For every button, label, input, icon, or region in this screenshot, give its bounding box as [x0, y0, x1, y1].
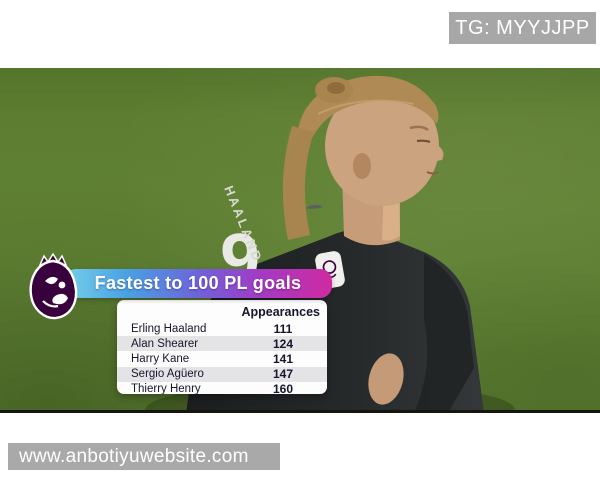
player-eye [416, 139, 431, 144]
player-mouth [426, 171, 439, 175]
overlay-title-banner: Fastest to 100 PL goals [64, 269, 332, 298]
table-row: Sergio Agüero 147 [117, 366, 327, 382]
player-name: Harry Kane [131, 352, 190, 365]
table-row: Thierry Henry 160 [117, 382, 327, 394]
table-row: Alan Shearer 124 [117, 336, 327, 352]
player-name: Alan Shearer [131, 337, 199, 350]
player-name: Erling Haaland [131, 322, 207, 335]
hair-bun-knot [327, 82, 345, 94]
appearances-value: 141 [272, 351, 294, 366]
table-header-appearances: Appearances [241, 305, 320, 319]
player-hand [368, 353, 404, 405]
player-head [325, 86, 439, 206]
player-nose [430, 144, 444, 162]
player-name: Sergio Agüero [131, 368, 204, 381]
table-row: Harry Kane 141 [117, 351, 327, 366]
watermark-badge: TG: MYYJJPP [449, 12, 596, 44]
website-bar: www.anbotiyuwebsite.com [8, 443, 280, 470]
stats-table: Appearances Erling Haaland 111 Alan Shea… [117, 300, 327, 394]
player-hair-strands [282, 126, 314, 240]
watermark-text: TG: MYYJJPP [455, 16, 590, 39]
player-ear [353, 153, 371, 179]
player-eyebrow [409, 125, 429, 132]
appearances-value: 111 [273, 321, 293, 336]
appearances-value: 160 [272, 382, 294, 394]
hair-streak [317, 99, 415, 115]
appearances-value: 124 [272, 336, 294, 351]
player-arm [414, 254, 474, 413]
player-name: Thierry Henry [131, 383, 201, 394]
premier-league-lion-icon [29, 252, 78, 320]
overlay-title: Fastest to 100 PL goals [94, 273, 302, 293]
table-row: Erling Haaland 111 [117, 321, 327, 336]
appearances-value: 147 [272, 367, 294, 382]
table-header: Appearances [117, 300, 327, 321]
video-frame: 9 HAALAND [0, 68, 600, 413]
jersey-brand-icon [306, 204, 323, 209]
website-url: www.anbotiyuwebsite.com [19, 445, 249, 467]
